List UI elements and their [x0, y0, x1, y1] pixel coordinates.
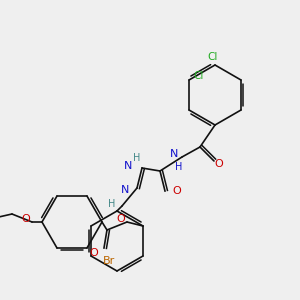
Text: Br: Br — [103, 256, 115, 266]
Text: H: H — [108, 199, 116, 209]
Text: H: H — [133, 153, 141, 163]
Text: Cl: Cl — [194, 71, 204, 81]
Text: O: O — [90, 248, 98, 258]
Text: N: N — [121, 185, 129, 195]
Text: O: O — [117, 214, 125, 224]
Text: N: N — [124, 161, 132, 171]
Text: O: O — [214, 159, 224, 169]
Text: N: N — [170, 149, 178, 159]
Text: O: O — [172, 186, 182, 196]
Text: Cl: Cl — [208, 52, 218, 62]
Text: O: O — [22, 214, 30, 224]
Text: H: H — [175, 162, 183, 172]
